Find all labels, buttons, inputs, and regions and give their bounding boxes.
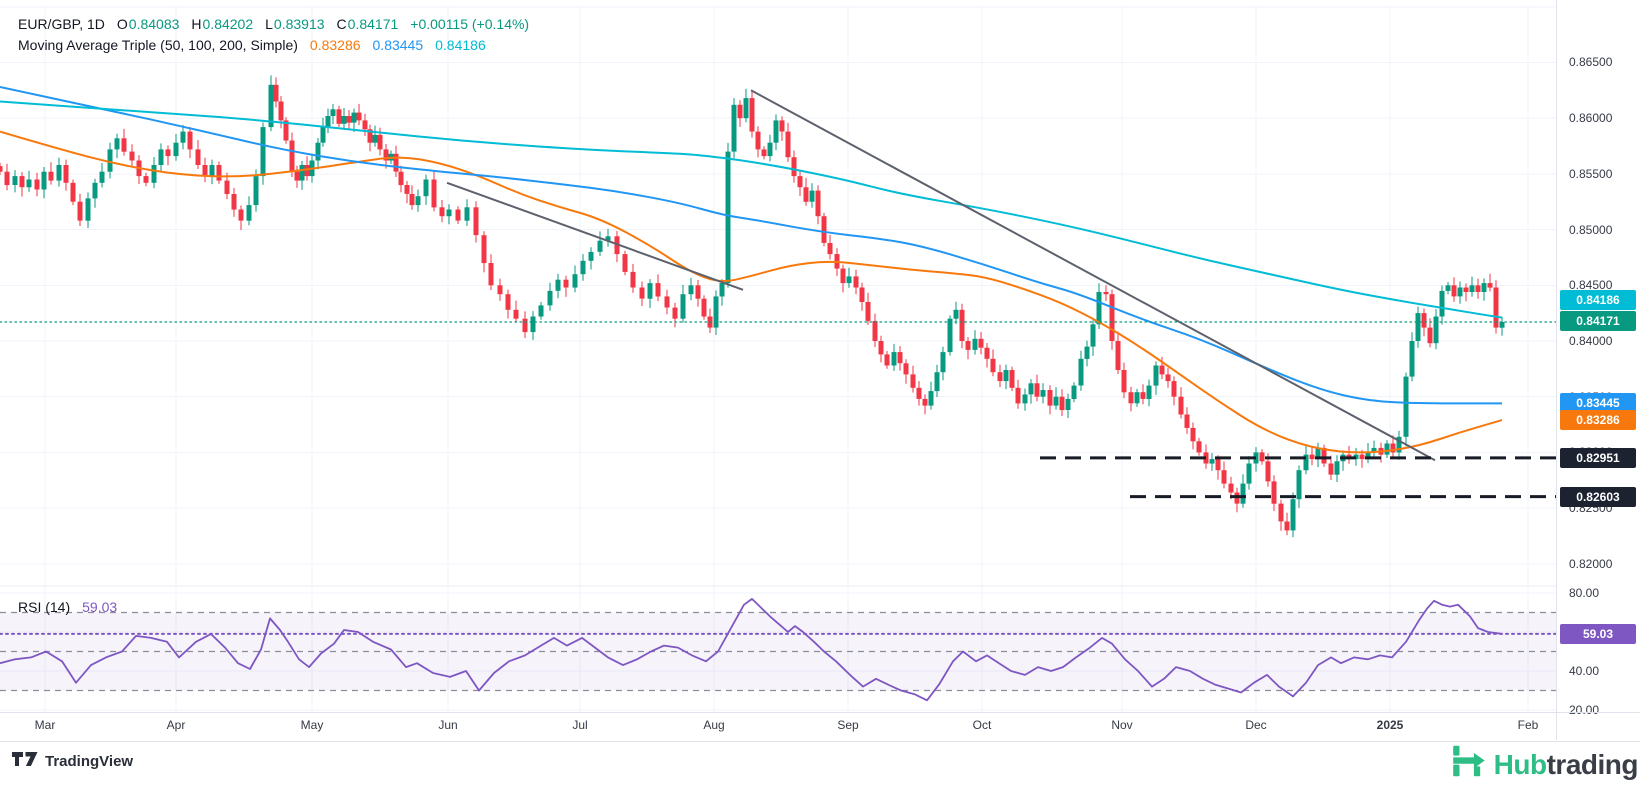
grid — [0, 6, 1556, 712]
footer-bar: TradingView Hubtrading — [0, 741, 1640, 780]
time-axis-label: Sep — [837, 718, 859, 732]
price-tick-label: 0.86500 — [1569, 55, 1613, 69]
sma-100-line[interactable] — [0, 86, 1502, 405]
price-chart[interactable]: Mar Apr May Jun Jul Aug Sep Oct Nov Dec 2025 Feb — [0, 0, 1557, 740]
price-badge: 0.84186 — [1560, 290, 1636, 310]
hub-brand-green: Hub — [1493, 748, 1547, 780]
rsi-value: 59.03 — [82, 598, 118, 615]
price-change: +0.00115 (+0.14%) — [410, 15, 530, 32]
rsi-tick-label: 40.00 — [1569, 664, 1600, 678]
price-badge: 0.84171 — [1560, 311, 1636, 331]
time-axis-label: Jul — [572, 718, 587, 732]
tradingview-icon — [12, 752, 38, 771]
time-axis-label: Feb — [1518, 718, 1539, 732]
price-tick-label: 0.82000 — [1569, 557, 1613, 571]
hubtrading-icon — [1450, 743, 1487, 786]
price-tick-label: 0.86000 — [1569, 111, 1613, 125]
ma50-value: 0.83286 — [309, 36, 361, 53]
time-axis-label: 2025 — [1377, 718, 1404, 732]
price-axis[interactable]: 0.86500 0.86000 0.85500 0.85000 0.84500 0.840… — [1556, 0, 1640, 740]
ma-indicator-label[interactable]: Moving Average Triple (50, 100, 200, Sim… — [18, 36, 298, 53]
hub-brand-dark: trading — [1546, 748, 1639, 780]
time-axis-label: Mar — [35, 718, 56, 732]
price-badge: 59.03 — [1560, 624, 1636, 644]
sma-50-line[interactable] — [0, 130, 1503, 454]
ohlc-high: H 0.84202 — [191, 15, 254, 32]
price-tick-label: 0.85500 — [1569, 167, 1613, 181]
rsi-tick-label: 80.00 — [1569, 586, 1600, 600]
time-axis-label: Oct — [973, 718, 992, 732]
ma100-value: 0.83445 — [372, 36, 424, 53]
symbol-legend-row[interactable]: EUR/GBP, 1D O 0.84083 H 0.84202 L 0.83913 C… — [18, 13, 529, 34]
price-tick-label: 0.84000 — [1569, 334, 1613, 348]
rsi-line[interactable] — [0, 598, 1503, 702]
price-badge: 0.83445 — [1560, 393, 1636, 413]
chart-legend: EUR/GBP, 1D O 0.84083 H 0.84202 L 0.83913 C… — [18, 13, 529, 55]
price-badge: 0.82603 — [1560, 487, 1636, 507]
time-axis-label: Nov — [1111, 718, 1132, 732]
rsi-indicator-label[interactable]: RSI (14) — [18, 598, 71, 615]
ma200-value: 0.84186 — [435, 36, 486, 53]
rsi-legend-row[interactable]: RSI (14) 59.03 — [18, 596, 117, 617]
ohlc-open: O 0.84083 — [116, 15, 180, 32]
time-axis-label: Apr — [167, 718, 186, 732]
sma-200-line[interactable] — [0, 100, 1503, 319]
price-badge: 0.82951 — [1560, 448, 1636, 468]
rsi-tick-label: 20.00 — [1569, 703, 1600, 717]
support-lines[interactable] — [1040, 456, 1556, 499]
time-axis-label: Jun — [438, 718, 457, 732]
time-axis-label: Dec — [1245, 718, 1266, 732]
symbol-title[interactable]: EUR/GBP, 1D — [18, 15, 105, 32]
hubtrading-logo[interactable]: Hubtrading — [1450, 743, 1639, 786]
price-badge: 0.83286 — [1560, 410, 1636, 430]
tradingview-label: TradingView — [45, 753, 134, 770]
price-tick-label: 0.84500 — [1569, 278, 1613, 292]
time-axis-label: Aug — [703, 718, 724, 732]
trendlines[interactable] — [446, 89, 1436, 462]
time-axis[interactable]: Mar Apr May Jun Jul Aug Sep Oct Nov Dec 2025 Feb — [35, 718, 1539, 732]
ohlc-low: L 0.83913 — [265, 15, 325, 32]
ma-legend-row[interactable]: Moving Average Triple (50, 100, 200, Sim… — [18, 34, 529, 55]
ohlc-close: C 0.84171 — [336, 15, 399, 32]
candles-layer — [0, 75, 1505, 538]
time-axis-separator — [0, 712, 1640, 713]
price-tick-label: 0.85000 — [1569, 223, 1613, 237]
time-axis-label: May — [301, 718, 324, 732]
tradingview-logo[interactable]: TradingView — [12, 752, 133, 771]
